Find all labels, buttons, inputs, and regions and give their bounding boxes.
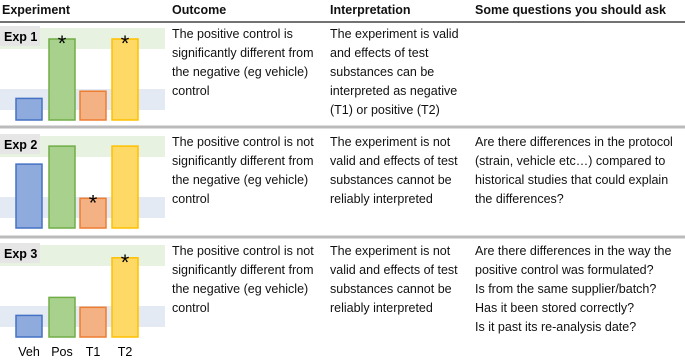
x-category-label: T1 xyxy=(86,345,101,359)
outcome-text: The positive control is not significantl… xyxy=(172,135,314,206)
significance-mark: * xyxy=(58,31,67,56)
x-category-label: T2 xyxy=(118,345,133,359)
significance-mark: * xyxy=(121,31,130,56)
header-cell: Experiment xyxy=(2,3,71,17)
bar xyxy=(111,145,139,229)
label-box xyxy=(0,243,40,263)
bar xyxy=(48,145,76,229)
bar xyxy=(15,163,43,229)
question-text: Are there differences in the protocol (s… xyxy=(475,135,673,206)
bar xyxy=(48,38,76,121)
row-label: Exp 3 xyxy=(4,247,37,261)
question-text: Is from the same supplier/batch? xyxy=(475,282,657,296)
bar xyxy=(111,257,139,338)
x-category-label: Veh xyxy=(18,345,40,359)
question-text: Has it been stored correctly? xyxy=(475,301,635,315)
interpretation-text: The experiment is not valid and effects … xyxy=(330,244,458,315)
outcome-text: The positive control is not significantl… xyxy=(172,244,314,315)
question-text: Are there differences in the way the pos… xyxy=(475,244,672,277)
bar xyxy=(79,90,107,121)
bar xyxy=(111,38,139,121)
row-label: Exp 2 xyxy=(4,138,37,152)
bar xyxy=(15,97,43,121)
header-cell: Interpretation xyxy=(330,3,411,17)
question-text: Is it past its re-analysis date? xyxy=(475,320,637,334)
label-box xyxy=(0,134,40,154)
label-box xyxy=(0,26,40,46)
row-label: Exp 1 xyxy=(4,30,37,44)
significance-mark: * xyxy=(121,250,130,275)
bar xyxy=(79,306,107,338)
bar xyxy=(79,197,107,229)
outcome-text: The positive control is significantly di… xyxy=(172,27,314,98)
header-cell: Some questions you should ask xyxy=(475,3,667,17)
header-cell: Outcome xyxy=(172,3,227,17)
interpretation-text: The experiment is valid and effects of t… xyxy=(330,27,459,117)
bar xyxy=(15,314,43,338)
x-category-label: Pos xyxy=(51,345,73,359)
bar xyxy=(48,296,76,338)
interpretation-text: The experiment is not valid and effects … xyxy=(330,135,458,206)
significance-mark: * xyxy=(89,190,98,215)
